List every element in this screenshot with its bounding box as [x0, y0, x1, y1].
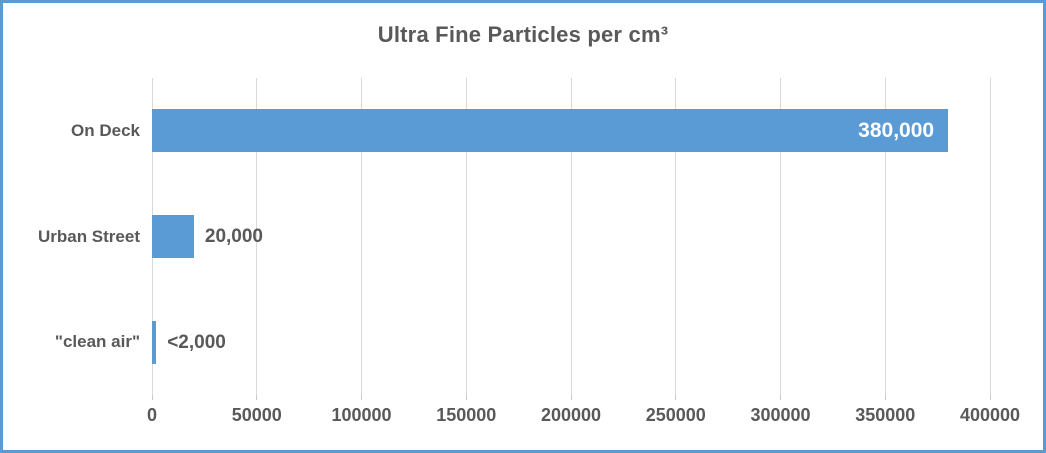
x-tick-label: 50000: [231, 405, 282, 425]
gridline: [675, 78, 677, 395]
chart-title: Ultra Fine Particles per cm³: [377, 22, 669, 47]
x-axis-tick: [151, 395, 153, 400]
x-tick-label: 150000: [436, 405, 497, 425]
bar-1: [152, 109, 949, 153]
gridline: [884, 78, 886, 395]
x-axis-tick: [675, 395, 677, 400]
gridline: [780, 78, 781, 395]
x-axis-tick: [361, 395, 362, 400]
x-tick-label: 400000: [959, 405, 1021, 425]
bar-2: [152, 215, 194, 258]
category-label: "clean air": [54, 332, 140, 352]
x-axis-tick: [465, 395, 467, 400]
bar-data-label: 20,000: [204, 226, 264, 247]
gridline: [989, 78, 991, 395]
gridline: [465, 78, 467, 395]
x-tick-label: 300000: [750, 405, 811, 425]
gridline: [361, 78, 362, 395]
gridline: [570, 78, 572, 395]
gridline: [256, 78, 258, 395]
x-axis-tick: [884, 395, 886, 400]
bar-data-label: <2,000: [167, 331, 226, 353]
bar-3: [152, 320, 157, 364]
x-axis-tick: [780, 395, 781, 400]
category-label: On Deck: [71, 120, 140, 140]
x-tick-label: 100000: [331, 405, 392, 425]
x-axis-tick: [989, 395, 991, 400]
bar-data-label: 380,000: [858, 119, 935, 143]
x-tick-label: 0: [146, 405, 157, 425]
plot-area: 380,000 20,000 <2,000: [151, 78, 991, 400]
x-axis-tick: [570, 395, 572, 400]
category-label: Urban Street: [37, 226, 140, 246]
x-axis-tick: [256, 395, 258, 400]
x-tick-label: 200000: [540, 405, 602, 425]
x-tick-label: 350000: [855, 405, 916, 425]
x-tick-label: 250000: [645, 405, 706, 425]
